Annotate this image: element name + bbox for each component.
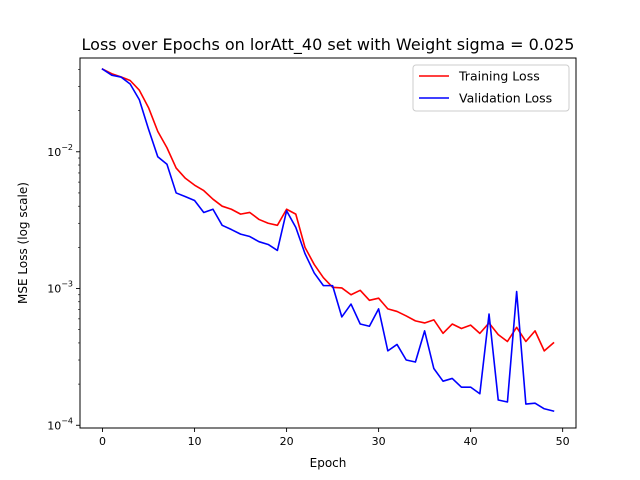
x-tick-label: 50 [556,435,570,448]
plot-frame [79,57,577,429]
x-axis-label: Epoch [310,456,347,470]
y-tick-label: 10−4 [47,416,73,432]
y-axis-label: MSE Loss (log scale) [16,182,30,304]
y-tick-label: 10−3 [47,280,73,296]
x-tick-label: 40 [464,435,478,448]
y-axis-ticks: 10−4 10−3 10−2 [47,69,80,432]
series-line-1 [101,68,555,413]
chart-title: Loss over Epochs on lorAtt_40 set with W… [82,35,575,55]
x-tick-label: 10 [188,435,202,448]
y-tick-label: 10−2 [47,143,73,159]
legend-box [412,64,570,112]
x-tick-label: 0 [99,435,106,448]
legend-label-0: Training Loss [458,69,540,84]
legend: Training Loss Validation Loss [412,64,570,112]
plot-lines [101,68,555,413]
x-tick-label: 20 [280,435,294,448]
x-axis-ticks: 0 10 20 30 40 50 [99,428,570,448]
series-line-0 [101,68,555,352]
legend-label-1: Validation Loss [459,91,552,106]
x-tick-label: 30 [372,435,386,448]
